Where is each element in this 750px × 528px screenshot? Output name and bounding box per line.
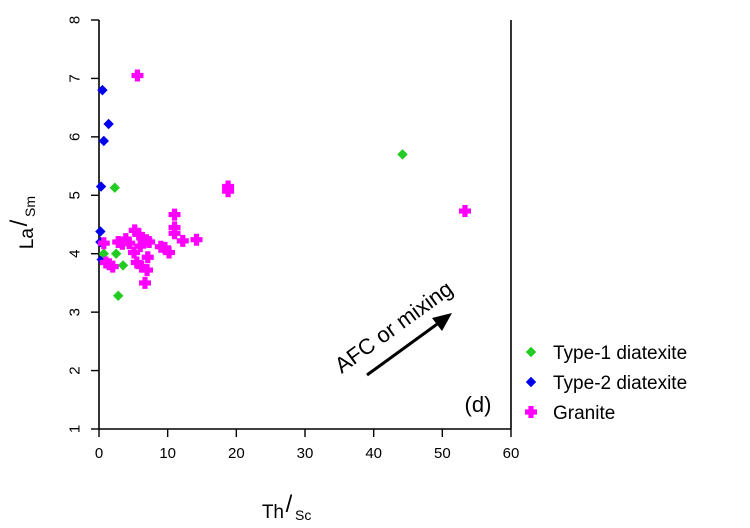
legend-swatch bbox=[525, 406, 538, 418]
y-tick-label: 6 bbox=[66, 133, 83, 141]
series-type-1-diatexite bbox=[98, 149, 408, 301]
x-tick-label: 30 bbox=[297, 445, 314, 462]
data-point bbox=[131, 69, 144, 82]
y-axis-title-slash: / bbox=[6, 219, 33, 226]
x-tick-label: 0 bbox=[95, 445, 103, 462]
y-axis-title-numerator: La bbox=[17, 228, 38, 250]
data-point bbox=[116, 237, 129, 250]
data-point bbox=[119, 233, 132, 246]
data-point bbox=[95, 226, 106, 237]
data-point bbox=[98, 248, 110, 259]
y-tick-label: 8 bbox=[66, 16, 83, 24]
annotation-arrow: AFC or mixing bbox=[330, 276, 457, 378]
y-tick-label: 5 bbox=[66, 191, 83, 199]
legend-label: Type-1 diatexite bbox=[553, 343, 687, 364]
y-tick-label: 7 bbox=[66, 74, 83, 82]
legend-item: Type-2 diatexite bbox=[525, 373, 687, 394]
data-point bbox=[130, 256, 143, 269]
data-point bbox=[141, 251, 154, 264]
y-axis-title: La / Sm bbox=[6, 196, 38, 249]
data-point bbox=[103, 118, 114, 130]
data-point bbox=[139, 276, 152, 289]
data-point bbox=[135, 260, 148, 273]
y-axis-title-denominator: Sm bbox=[22, 196, 38, 217]
data-point bbox=[163, 246, 176, 259]
data-point bbox=[110, 248, 122, 259]
data-point bbox=[458, 205, 471, 218]
x-tick-label: 10 bbox=[159, 445, 176, 462]
legend-item: Granite bbox=[525, 403, 615, 424]
data-point bbox=[176, 234, 189, 247]
x-tick-label: 60 bbox=[503, 445, 520, 462]
legend-item: Type-1 diatexite bbox=[525, 343, 687, 364]
data-point bbox=[158, 241, 171, 254]
y-axis: 1 2 3 4 5 6 7 8 bbox=[66, 16, 99, 433]
data-point bbox=[123, 237, 136, 250]
plot-frame bbox=[98, 20, 512, 430]
arrow-shaft bbox=[366, 320, 441, 377]
y-tick-label: 2 bbox=[66, 366, 83, 374]
series-granite bbox=[97, 69, 471, 289]
x-axis-title: Th / Sc bbox=[262, 491, 312, 523]
data-point bbox=[143, 236, 156, 249]
data-point bbox=[141, 264, 154, 277]
data-points bbox=[95, 69, 471, 301]
data-point bbox=[109, 182, 120, 193]
panel-label: (d) bbox=[465, 392, 492, 417]
x-tick-label: 50 bbox=[434, 445, 451, 462]
legend-swatch bbox=[525, 376, 537, 388]
data-point bbox=[190, 233, 203, 246]
x-axis-title-denominator: Sc bbox=[295, 507, 311, 523]
y-tick-label: 1 bbox=[66, 425, 83, 433]
x-tick-label: 20 bbox=[228, 445, 245, 462]
data-point bbox=[117, 260, 129, 271]
data-point bbox=[128, 224, 141, 237]
data-point bbox=[97, 237, 110, 250]
data-point bbox=[168, 227, 181, 240]
data-point bbox=[222, 185, 235, 198]
y-tick-label: 4 bbox=[66, 250, 83, 258]
legend: Type-1 diatexite Type-2 diatexite Granite bbox=[525, 343, 687, 424]
data-point bbox=[97, 84, 108, 96]
data-point bbox=[132, 228, 145, 241]
data-point bbox=[95, 181, 107, 192]
legend-label: Granite bbox=[553, 403, 615, 424]
legend-swatch bbox=[525, 346, 537, 358]
data-point bbox=[397, 149, 408, 160]
data-point bbox=[98, 135, 110, 147]
x-axis: 0 10 20 30 40 50 60 bbox=[95, 429, 520, 462]
arrow-head bbox=[432, 313, 452, 331]
data-point bbox=[134, 240, 147, 253]
data-point bbox=[106, 260, 119, 273]
data-point bbox=[113, 290, 124, 301]
x-axis-title-slash: / bbox=[286, 491, 293, 518]
y-tick-label: 3 bbox=[66, 308, 83, 316]
annotation-label: AFC or mixing bbox=[330, 276, 457, 378]
x-tick-label: 40 bbox=[365, 445, 382, 462]
data-point bbox=[128, 246, 141, 259]
x-axis-title-numerator: Th bbox=[262, 502, 284, 523]
legend-label: Type-2 diatexite bbox=[553, 373, 687, 394]
data-point bbox=[168, 208, 181, 221]
